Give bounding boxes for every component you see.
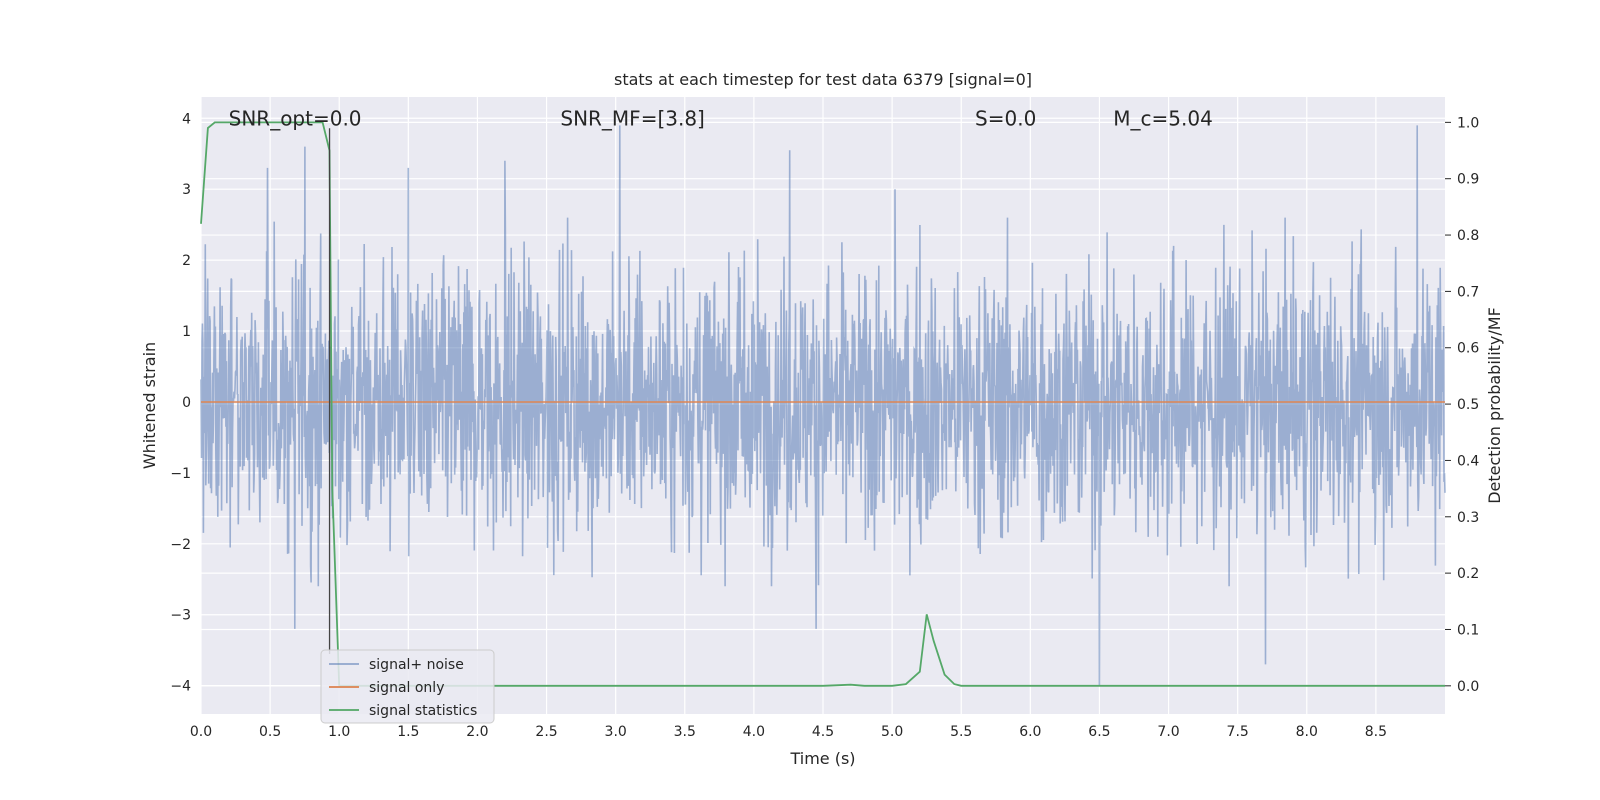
x-tick-label-16: 8.0 <box>1296 724 1318 740</box>
y-tick-label-5: 1 <box>182 324 191 340</box>
x-tick-label-6: 3.0 <box>605 724 627 740</box>
x-tick-label-0: 0.0 <box>190 724 212 740</box>
y-right-tick-label-7: 0.7 <box>1457 284 1479 300</box>
x-tick-label-10: 5.0 <box>881 724 903 740</box>
y-tick-label-6: 2 <box>182 253 191 269</box>
annotations: SNR_opt=0.0 SNR_MF=[3.8] S=0.0 M_c=5.04 <box>229 106 1213 130</box>
y-right-tick-label-4: 0.4 <box>1457 453 1479 469</box>
y-axis-label-left: Whitened strain <box>140 342 159 469</box>
annotation-mc-value: M_c=5.04 <box>1113 106 1213 130</box>
x-tick-label-2: 1.0 <box>328 724 350 740</box>
x-tick-label-3: 1.5 <box>397 724 419 740</box>
y-tick-label-4: 0 <box>182 395 191 411</box>
y-right-tick-label-1: 0.1 <box>1457 622 1479 638</box>
x-tick-label-17: 8.5 <box>1365 724 1387 740</box>
x-tick-label-12: 6.0 <box>1019 724 1041 740</box>
legend: signal+ noise signal only signal statistic… <box>320 649 495 724</box>
y-tick-label-3: −1 <box>170 466 191 482</box>
x-tick-label-5: 2.5 <box>535 724 557 740</box>
x-tick-label-15: 7.5 <box>1227 724 1249 740</box>
x-tick-label-8: 4.0 <box>743 724 765 740</box>
x-axis-label: Time (s) <box>789 749 855 768</box>
y-tick-label-2: −2 <box>170 537 191 553</box>
y-tick-label-0: −4 <box>170 679 191 695</box>
series-signal-noise <box>200 125 1446 686</box>
series-signal-statistics <box>200 121 1445 687</box>
y-right-tick-label-6: 0.6 <box>1457 341 1479 357</box>
y-right-tick-label-10: 1.0 <box>1457 115 1479 131</box>
x-tick-label-4: 2.0 <box>466 724 488 740</box>
annotation-snr-mf: SNR_MF=[3.8] <box>560 106 704 130</box>
x-tick-label-7: 3.5 <box>674 724 696 740</box>
y-right-tick-label-0: 0.0 <box>1457 679 1479 695</box>
y-right-tick-label-8: 0.8 <box>1457 228 1479 244</box>
x-axis-ticks: 0.0 0.5 1.0 1.5 2.0 2.5 3.0 3.5 4.0 4.5 5.0 5.5 6.0 6… <box>190 724 1387 740</box>
x-tick-label-13: 6.5 <box>1088 724 1110 740</box>
y-right-tick-label-9: 0.9 <box>1457 172 1479 188</box>
y-axis-ticks-right: 0.0 0.1 0.2 0.3 0.4 0.5 0.6 0.7 0.8 0.9 1.0 <box>1445 115 1479 695</box>
x-tick-label-11: 5.5 <box>950 724 972 740</box>
y-tick-label-8: 4 <box>182 111 191 127</box>
series-line-signal-noise <box>200 125 1446 686</box>
y-right-tick-label-3: 0.3 <box>1457 510 1479 526</box>
y-right-tick-label-2: 0.2 <box>1457 566 1479 582</box>
chart-title: stats at each timestep for test data 637… <box>614 70 1032 89</box>
y-right-tick-label-5: 0.5 <box>1457 397 1479 413</box>
legend-box <box>320 649 495 724</box>
y-tick-label-7: 3 <box>182 182 191 198</box>
legend-label-2: signal statistics <box>369 703 477 719</box>
y-axis-label-right: Detection probability/MF <box>1485 307 1504 504</box>
y-axis-ticks-left: −4 −3 −2 −1 0 1 2 3 4 <box>170 111 191 694</box>
x-tick-label-9: 4.5 <box>812 724 834 740</box>
legend-label-0: signal+ noise <box>369 657 464 673</box>
y-tick-label-1: −3 <box>170 608 191 624</box>
x-tick-label-14: 7.0 <box>1157 724 1179 740</box>
x-tick-label-1: 0.5 <box>259 724 281 740</box>
legend-label-1: signal only <box>369 680 444 696</box>
series-line-signal-statistics <box>200 121 1445 687</box>
annotation-snr-opt: SNR_opt=0.0 <box>229 106 362 130</box>
annotation-s-value: S=0.0 <box>975 106 1036 130</box>
